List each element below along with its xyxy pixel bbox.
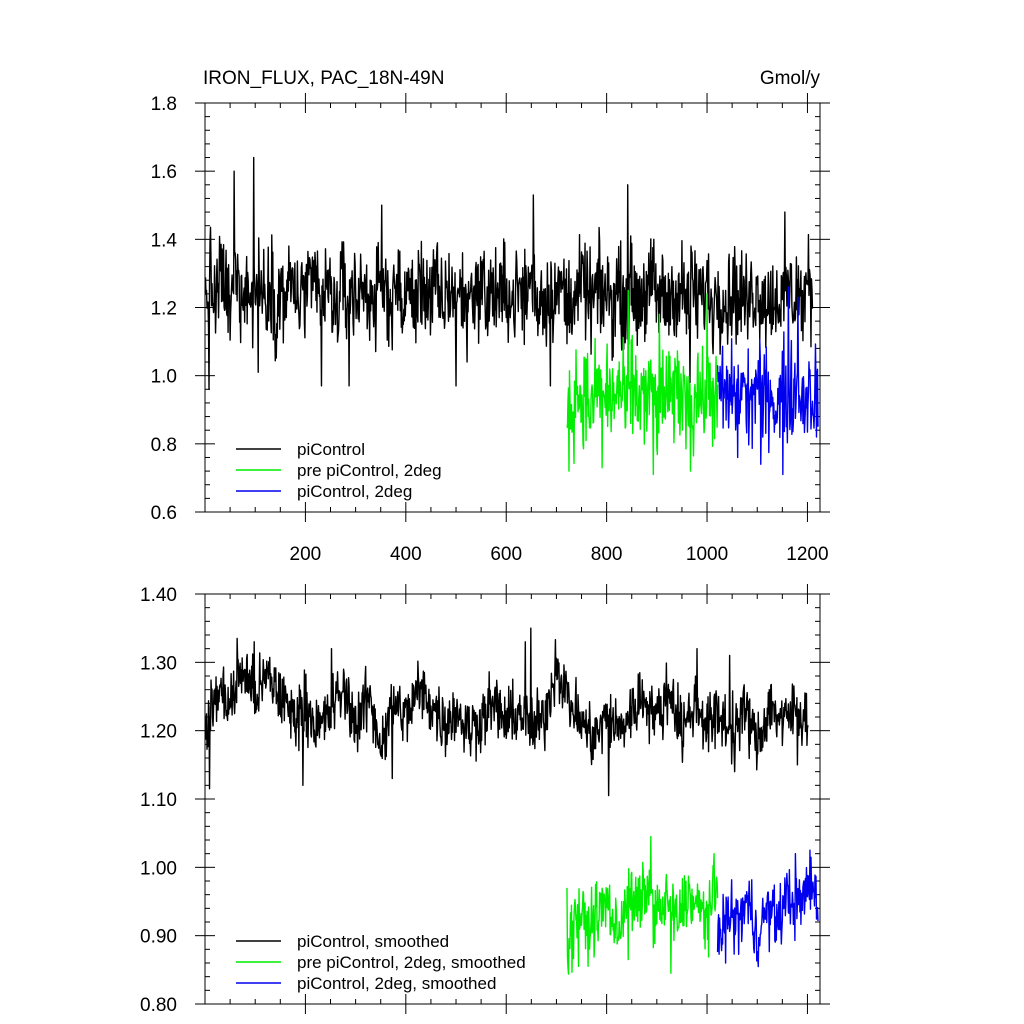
legend-label-picontrol-smoothed: piControl, smoothed bbox=[297, 932, 449, 951]
y-tick-label: 1.4 bbox=[151, 230, 178, 251]
top-panel: IRON_FLUX, PAC_18N-49N Gmol/y 200 400 600 8… bbox=[151, 68, 830, 565]
bottom-panel-frame bbox=[204, 593, 821, 1005]
y-tick-label: 1.8 bbox=[151, 94, 177, 115]
bottom-panel-y-tick-labels: 0.80 0.90 1.00 1.10 1.20 1.30 1.40 bbox=[140, 585, 177, 1016]
x-tick-label: 600 bbox=[490, 544, 522, 565]
top-panel-units: Gmol/y bbox=[760, 68, 821, 89]
x-tick-label: 1200 bbox=[786, 544, 828, 565]
bottom-panel-series bbox=[204, 627, 819, 975]
bottom-panel: 0.80 0.90 1.00 1.10 1.20 1.30 1.40 piControl, … bbox=[140, 584, 830, 1016]
series-line-picontrol-smoothed bbox=[204, 627, 809, 797]
top-panel-series bbox=[204, 156, 819, 476]
y-tick-label: 0.90 bbox=[140, 927, 177, 948]
legend-label-picontrol-2deg-smoothed: piControl, 2deg, smoothed bbox=[297, 974, 496, 993]
legend-label-picontrol-2deg: piControl, 2deg bbox=[297, 482, 412, 501]
series-line-pre-picontrol-2deg-smoothed bbox=[566, 835, 719, 975]
y-tick-label: 1.30 bbox=[140, 653, 177, 674]
y-tick-label: 0.80 bbox=[140, 995, 177, 1016]
series-line-picontrol bbox=[204, 156, 814, 390]
bottom-panel-legend: piControl, smoothed pre piControl, 2deg, … bbox=[236, 932, 526, 993]
y-tick-label: 1.10 bbox=[140, 790, 177, 811]
top-panel-x-tick-labels: 200 400 600 800 1000 1200 bbox=[290, 544, 829, 565]
y-tick-label: 1.6 bbox=[151, 162, 177, 183]
legend-label-pre-picontrol-2deg: pre piControl, 2deg bbox=[297, 461, 442, 480]
series-line-pre-picontrol-2deg bbox=[566, 289, 719, 476]
y-tick-label: 1.00 bbox=[140, 858, 177, 879]
x-tick-label: 200 bbox=[290, 544, 322, 565]
y-tick-label: 0.6 bbox=[151, 503, 177, 524]
y-tick-label: 1.40 bbox=[140, 585, 177, 606]
y-tick-label: 1.20 bbox=[140, 722, 177, 743]
x-tick-label: 400 bbox=[390, 544, 422, 565]
y-tick-label: 0.8 bbox=[151, 435, 177, 456]
top-panel-frame bbox=[204, 102, 821, 513]
x-tick-label: 800 bbox=[591, 544, 623, 565]
series-line-picontrol-2deg-smoothed bbox=[716, 849, 819, 968]
legend-label-picontrol: piControl bbox=[297, 440, 365, 459]
top-panel-legend: piControl pre piControl, 2deg piControl, 2… bbox=[236, 440, 442, 501]
y-tick-label: 1.0 bbox=[151, 367, 177, 388]
top-panel-y-tick-labels: 0.6 0.8 1.0 1.2 1.4 1.6 1.8 bbox=[151, 94, 178, 524]
bottom-panel-ticks bbox=[195, 584, 830, 1014]
legend-label-pre-picontrol-2deg-smoothed: pre piControl, 2deg, smoothed bbox=[297, 953, 526, 972]
series-line-picontrol-2deg bbox=[716, 286, 819, 476]
x-tick-label: 1000 bbox=[686, 544, 728, 565]
top-panel-title: IRON_FLUX, PAC_18N-49N bbox=[203, 68, 444, 89]
y-tick-label: 1.2 bbox=[151, 299, 177, 320]
